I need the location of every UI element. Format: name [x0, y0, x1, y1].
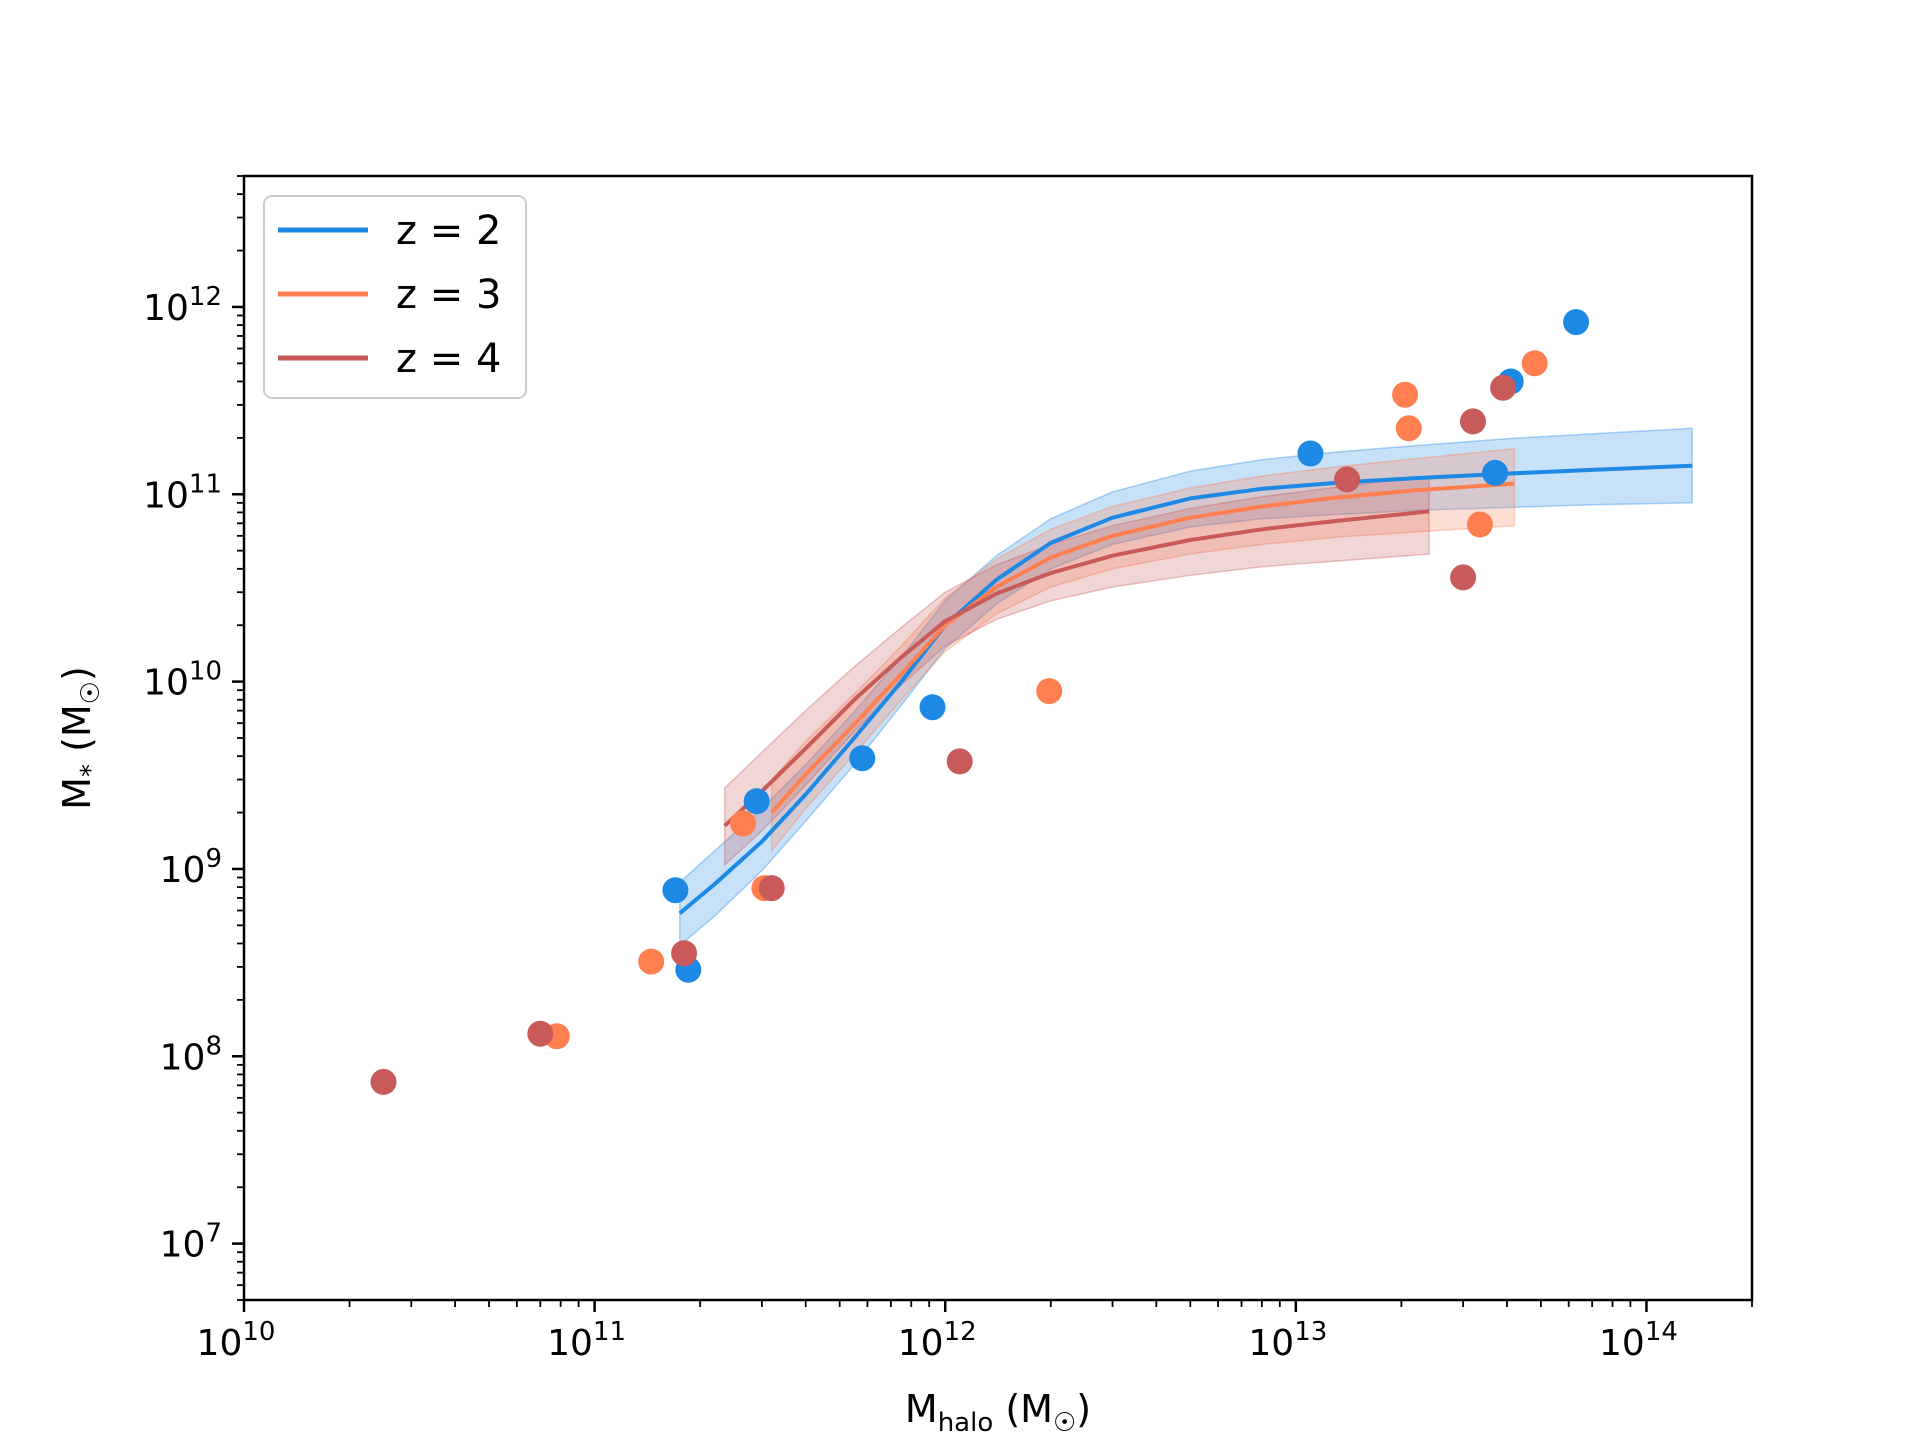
- line-series-2: [770, 481, 1515, 814]
- y-tick-label: 108: [160, 1031, 222, 1078]
- x-axis-label: Mhalo (M☉): [905, 1387, 1091, 1438]
- point-series-3: [1460, 408, 1486, 435]
- point-series-1: [919, 694, 946, 721]
- point-series-2: [638, 948, 665, 975]
- point-series-2: [1392, 381, 1419, 408]
- legend-label-series-3: z = 4: [396, 336, 501, 382]
- point-series-3: [1490, 374, 1517, 401]
- point-series-3: [527, 1020, 554, 1047]
- point-series-3: [671, 940, 698, 967]
- y-tick-label: 1010: [143, 657, 222, 704]
- x-axis: 1010 1011 1012 1013 1014: [197, 1300, 1753, 1364]
- point-series-3: [370, 1068, 397, 1095]
- point-series-3: [758, 875, 785, 902]
- legend-box: [263, 195, 527, 399]
- data-points: [370, 309, 1590, 1095]
- point-series-3: [946, 748, 973, 775]
- point-series-1: [662, 877, 689, 904]
- y-tick-label: 109: [160, 844, 222, 891]
- point-series-2: [1036, 678, 1063, 705]
- point-series-2: [1466, 511, 1493, 538]
- point-series-2: [730, 810, 756, 837]
- legend-label-series-1: z = 2: [396, 208, 501, 254]
- line-series-1: [678, 463, 1693, 915]
- legend-label-series-2: z = 3: [396, 272, 501, 318]
- point-series-1: [1297, 440, 1324, 467]
- point-series-1: [849, 745, 876, 772]
- y-tick-label: 107: [160, 1219, 222, 1266]
- x-tick-label: 1013: [1248, 1317, 1327, 1364]
- y-tick-label: 1012: [143, 282, 222, 329]
- point-series-2: [1521, 350, 1548, 377]
- y-axis: 107 108 109 1010 1011 1012: [143, 175, 244, 1301]
- model-lines: [678, 463, 1693, 915]
- point-series-1: [1482, 459, 1509, 486]
- legend: z = 2 z = 3 z = 4: [263, 195, 527, 399]
- point-series-1: [1563, 309, 1590, 336]
- point-series-3: [1334, 466, 1361, 493]
- point-series-3: [1450, 564, 1477, 591]
- point-series-1: [743, 788, 770, 815]
- x-tick-label: 1010: [197, 1317, 276, 1364]
- y-tick-label: 1011: [143, 469, 222, 516]
- x-tick-label: 1012: [898, 1317, 977, 1364]
- point-series-2: [1395, 415, 1422, 442]
- y-axis-label: M* (M☉): [55, 666, 106, 810]
- band-series-1: [679, 427, 1693, 948]
- line-series-3: [723, 509, 1430, 828]
- x-tick-label: 1011: [547, 1317, 626, 1364]
- x-tick-label: 1014: [1599, 1317, 1678, 1364]
